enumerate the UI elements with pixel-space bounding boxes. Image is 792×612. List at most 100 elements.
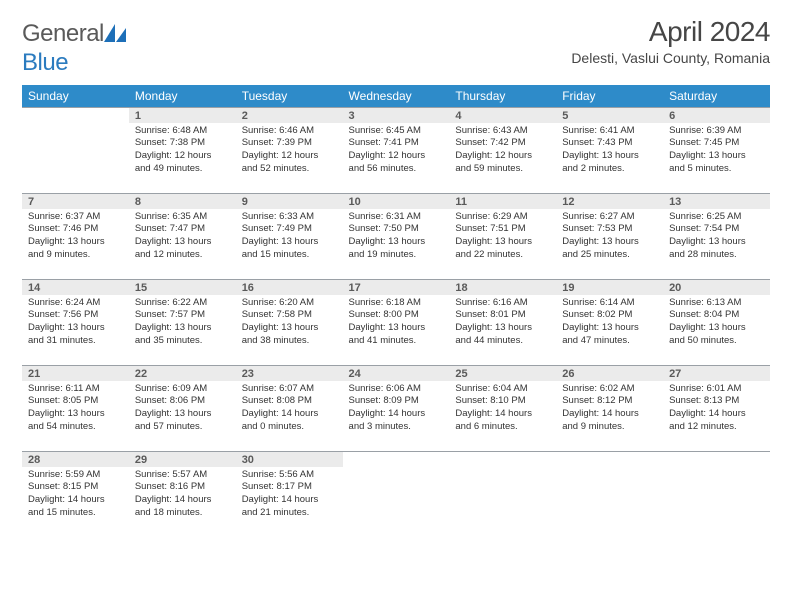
daylight-text: Daylight: 13 hours and 38 minutes. xyxy=(242,322,337,348)
calendar-day-cell: 18Sunrise: 6:16 AMSunset: 8:01 PMDayligh… xyxy=(449,279,556,365)
day-body: Sunrise: 6:22 AMSunset: 7:57 PMDaylight:… xyxy=(129,295,236,352)
calendar-day-cell: 20Sunrise: 6:13 AMSunset: 8:04 PMDayligh… xyxy=(663,279,770,365)
calendar-day-cell: 6 Sunrise: 6:39 AMSunset: 7:45 PMDaylight… xyxy=(663,107,770,193)
day-number: 7 xyxy=(22,193,129,209)
sunrise-text: Sunrise: 6:20 AM xyxy=(242,297,337,310)
daylight-text: Daylight: 12 hours and 56 minutes. xyxy=(349,150,444,176)
daylight-text: Daylight: 13 hours and 50 minutes. xyxy=(669,322,764,348)
day-body: Sunrise: 5:56 AMSunset: 8:17 PMDaylight:… xyxy=(236,467,343,524)
calendar-day-cell: 2Sunrise: 6:46 AMSunset: 7:39 PMDaylight… xyxy=(236,107,343,193)
day-body: Sunrise: 6:25 AMSunset: 7:54 PMDaylight:… xyxy=(663,209,770,266)
daylight-text: Daylight: 14 hours and 3 minutes. xyxy=(349,408,444,434)
day-number: 30 xyxy=(236,451,343,467)
calendar-day-cell: 23Sunrise: 6:07 AMSunset: 8:08 PMDayligh… xyxy=(236,365,343,451)
sunset-text: Sunset: 8:13 PM xyxy=(669,395,764,408)
sunset-text: Sunset: 8:05 PM xyxy=(28,395,123,408)
sunrise-text: Sunrise: 6:39 AM xyxy=(669,125,764,138)
calendar-week-row: 14Sunrise: 6:24 AMSunset: 7:56 PMDayligh… xyxy=(22,279,770,365)
daylight-text: Daylight: 13 hours and 5 minutes. xyxy=(669,150,764,176)
calendar-day-cell: 10Sunrise: 6:31 AMSunset: 7:50 PMDayligh… xyxy=(343,193,450,279)
sunset-text: Sunset: 7:46 PM xyxy=(28,223,123,236)
calendar-day-cell: 19Sunrise: 6:14 AMSunset: 8:02 PMDayligh… xyxy=(556,279,663,365)
day-number: 11 xyxy=(449,193,556,209)
day-body: Sunrise: 6:46 AMSunset: 7:39 PMDaylight:… xyxy=(236,123,343,180)
day-number: 19 xyxy=(556,279,663,295)
logo-word-2: Blue xyxy=(22,49,68,76)
sunrise-text: Sunrise: 6:22 AM xyxy=(135,297,230,310)
day-number xyxy=(343,451,450,467)
sunrise-text: Sunrise: 6:24 AM xyxy=(28,297,123,310)
calendar-day-cell: 25Sunrise: 6:04 AMSunset: 8:10 PMDayligh… xyxy=(449,365,556,451)
sunrise-text: Sunrise: 5:57 AM xyxy=(135,469,230,482)
sunrise-text: Sunrise: 6:46 AM xyxy=(242,125,337,138)
sunrise-text: Sunrise: 6:29 AM xyxy=(455,211,550,224)
day-number: 9 xyxy=(236,193,343,209)
calendar-day-cell: 24Sunrise: 6:06 AMSunset: 8:09 PMDayligh… xyxy=(343,365,450,451)
calendar-day-cell: 17Sunrise: 6:18 AMSunset: 8:00 PMDayligh… xyxy=(343,279,450,365)
daylight-text: Daylight: 14 hours and 9 minutes. xyxy=(562,408,657,434)
sunset-text: Sunset: 8:06 PM xyxy=(135,395,230,408)
daylight-text: Daylight: 12 hours and 49 minutes. xyxy=(135,150,230,176)
sunset-text: Sunset: 7:49 PM xyxy=(242,223,337,236)
day-body: Sunrise: 6:13 AMSunset: 8:04 PMDaylight:… xyxy=(663,295,770,352)
daylight-text: Daylight: 13 hours and 35 minutes. xyxy=(135,322,230,348)
daylight-text: Daylight: 13 hours and 31 minutes. xyxy=(28,322,123,348)
day-number: 27 xyxy=(663,365,770,381)
sunrise-text: Sunrise: 6:04 AM xyxy=(455,383,550,396)
calendar-week-row: 28Sunrise: 5:59 AMSunset: 8:15 PMDayligh… xyxy=(22,451,770,537)
day-number: 14 xyxy=(22,279,129,295)
weekday-header: Tuesday xyxy=(236,85,343,107)
logo: General Blue xyxy=(22,20,126,77)
calendar-day-cell: 26Sunrise: 6:02 AMSunset: 8:12 PMDayligh… xyxy=(556,365,663,451)
page-subtitle: Delesti, Vaslui County, Romania xyxy=(571,50,770,66)
daylight-text: Daylight: 14 hours and 21 minutes. xyxy=(242,494,337,520)
daylight-text: Daylight: 13 hours and 25 minutes. xyxy=(562,236,657,262)
day-number: 20 xyxy=(663,279,770,295)
daylight-text: Daylight: 13 hours and 44 minutes. xyxy=(455,322,550,348)
day-body: Sunrise: 6:11 AMSunset: 8:05 PMDaylight:… xyxy=(22,381,129,438)
sunrise-text: Sunrise: 6:48 AM xyxy=(135,125,230,138)
sunset-text: Sunset: 7:45 PM xyxy=(669,137,764,150)
sunrise-text: Sunrise: 6:33 AM xyxy=(242,211,337,224)
daylight-text: Daylight: 13 hours and 22 minutes. xyxy=(455,236,550,262)
sunset-text: Sunset: 8:17 PM xyxy=(242,481,337,494)
day-body: Sunrise: 6:33 AMSunset: 7:49 PMDaylight:… xyxy=(236,209,343,266)
calendar-day-cell: 13Sunrise: 6:25 AMSunset: 7:54 PMDayligh… xyxy=(663,193,770,279)
sunset-text: Sunset: 7:38 PM xyxy=(135,137,230,150)
calendar-day-cell: 9Sunrise: 6:33 AMSunset: 7:49 PMDaylight… xyxy=(236,193,343,279)
day-number: 29 xyxy=(129,451,236,467)
logo-word-1: General xyxy=(22,20,104,47)
sunset-text: Sunset: 8:08 PM xyxy=(242,395,337,408)
calendar-day-cell xyxy=(22,107,129,193)
daylight-text: Daylight: 13 hours and 57 minutes. xyxy=(135,408,230,434)
day-number: 21 xyxy=(22,365,129,381)
day-body: Sunrise: 6:07 AMSunset: 8:08 PMDaylight:… xyxy=(236,381,343,438)
calendar-day-cell: 28Sunrise: 5:59 AMSunset: 8:15 PMDayligh… xyxy=(22,451,129,537)
sunrise-text: Sunrise: 6:43 AM xyxy=(455,125,550,138)
day-number: 12 xyxy=(556,193,663,209)
daylight-text: Daylight: 13 hours and 15 minutes. xyxy=(242,236,337,262)
day-body: Sunrise: 6:04 AMSunset: 8:10 PMDaylight:… xyxy=(449,381,556,438)
day-number: 6 xyxy=(663,107,770,123)
sunset-text: Sunset: 8:09 PM xyxy=(349,395,444,408)
sunrise-text: Sunrise: 6:07 AM xyxy=(242,383,337,396)
daylight-text: Daylight: 12 hours and 59 minutes. xyxy=(455,150,550,176)
sunset-text: Sunset: 7:42 PM xyxy=(455,137,550,150)
sunset-text: Sunset: 8:16 PM xyxy=(135,481,230,494)
sunset-text: Sunset: 7:56 PM xyxy=(28,309,123,322)
day-number: 28 xyxy=(22,451,129,467)
day-number: 4 xyxy=(449,107,556,123)
day-number: 1 xyxy=(129,107,236,123)
sunset-text: Sunset: 8:00 PM xyxy=(349,309,444,322)
day-number: 2 xyxy=(236,107,343,123)
sunrise-text: Sunrise: 6:11 AM xyxy=(28,383,123,396)
day-body: Sunrise: 6:41 AMSunset: 7:43 PMDaylight:… xyxy=(556,123,663,180)
sunset-text: Sunset: 7:53 PM xyxy=(562,223,657,236)
sunset-text: Sunset: 7:43 PM xyxy=(562,137,657,150)
sunrise-text: Sunrise: 6:16 AM xyxy=(455,297,550,310)
daylight-text: Daylight: 13 hours and 12 minutes. xyxy=(135,236,230,262)
sunrise-text: Sunrise: 6:06 AM xyxy=(349,383,444,396)
day-body: Sunrise: 6:01 AMSunset: 8:13 PMDaylight:… xyxy=(663,381,770,438)
daylight-text: Daylight: 14 hours and 15 minutes. xyxy=(28,494,123,520)
sunset-text: Sunset: 7:57 PM xyxy=(135,309,230,322)
